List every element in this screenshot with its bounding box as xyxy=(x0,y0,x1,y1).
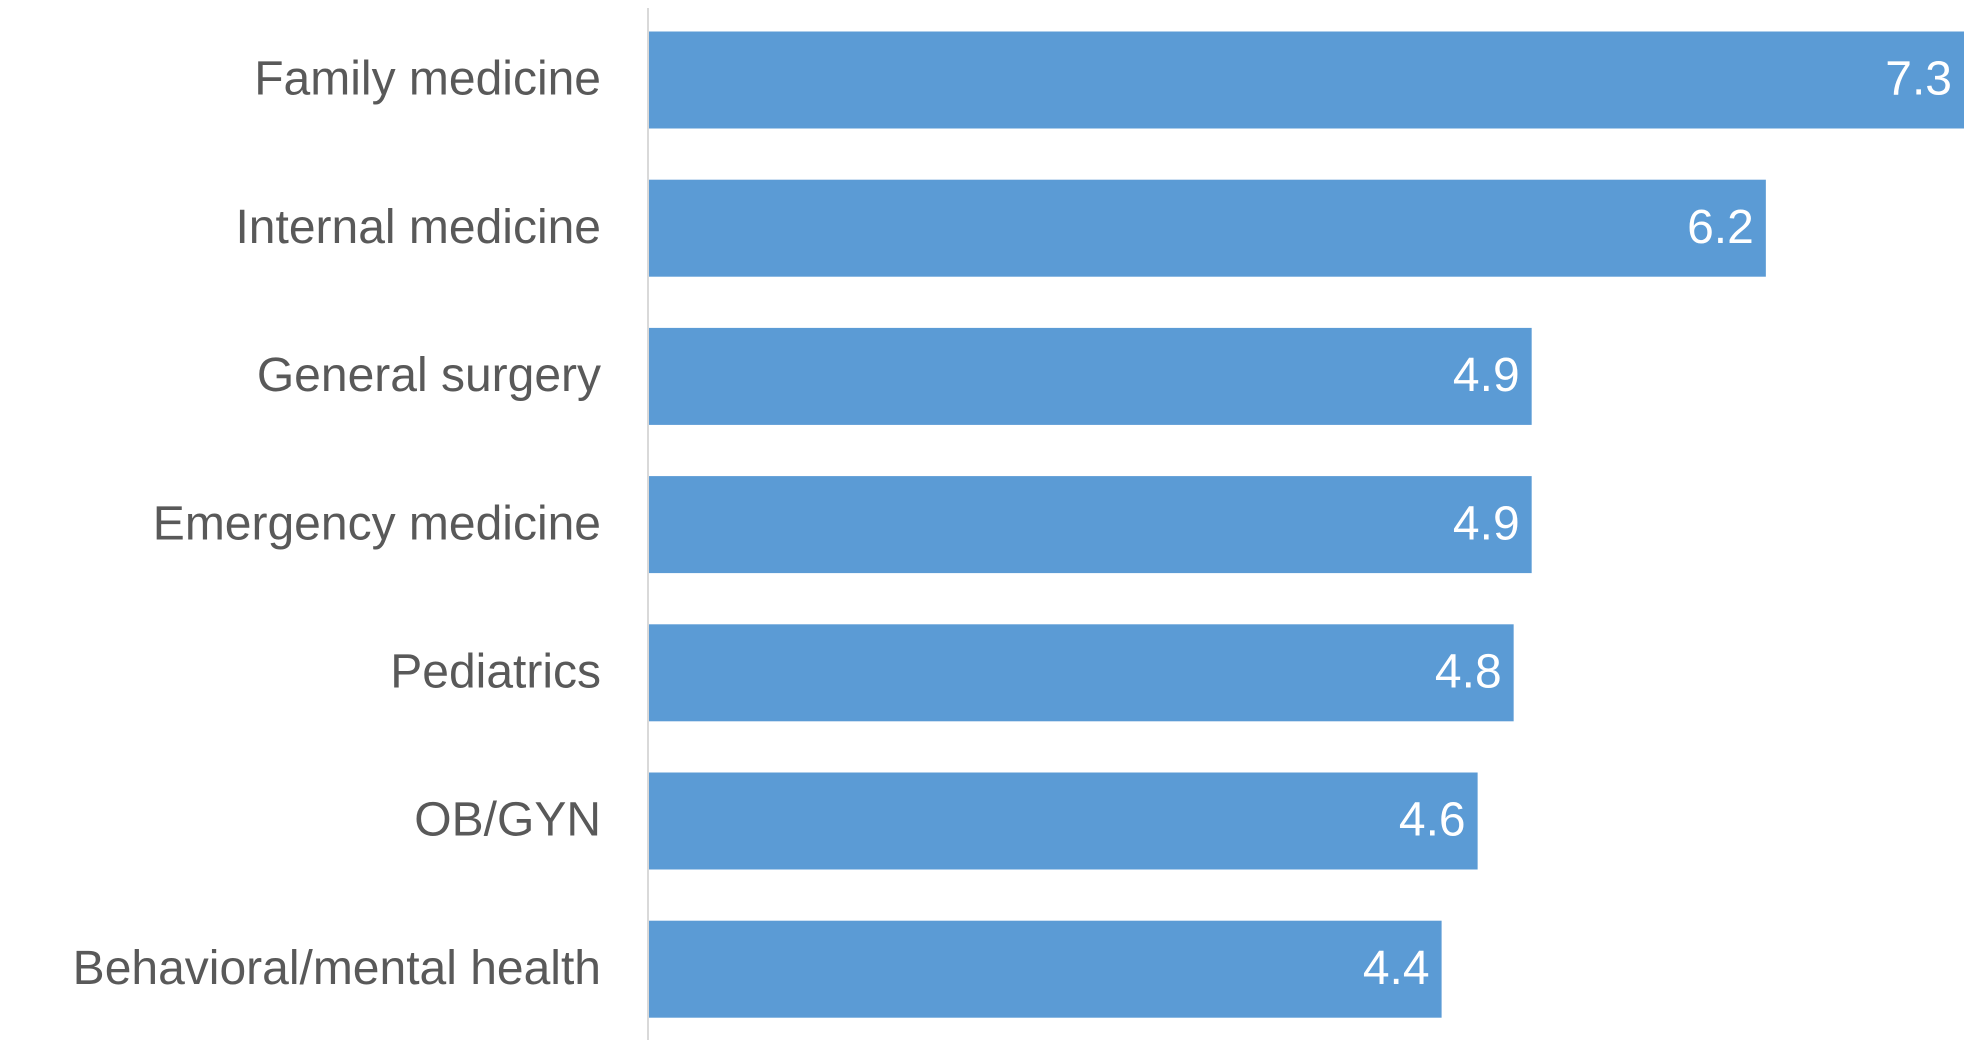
category-label: Internal medicine xyxy=(235,201,601,254)
value-label: 4.6 xyxy=(1399,794,1466,847)
value-label: 4.8 xyxy=(1435,645,1502,698)
category-label: Behavioral/mental health xyxy=(73,942,601,995)
bar xyxy=(649,476,1532,574)
bar xyxy=(649,772,1478,870)
bar xyxy=(649,624,1514,722)
category-label: Emergency medicine xyxy=(153,497,601,550)
category-label: Family medicine xyxy=(254,53,601,106)
category-label: Pediatrics xyxy=(390,645,601,698)
category-label: OB/GYN xyxy=(414,794,601,847)
value-label: 4.9 xyxy=(1453,349,1520,402)
value-label: 6.2 xyxy=(1687,201,1754,254)
bar xyxy=(649,327,1532,425)
bar xyxy=(649,920,1442,1018)
category-label: General surgery xyxy=(257,349,601,402)
bar xyxy=(649,31,1964,129)
value-label: 7.3 xyxy=(1885,53,1952,106)
value-label: 4.4 xyxy=(1363,942,1430,995)
value-label: 4.9 xyxy=(1453,497,1520,550)
bar xyxy=(649,179,1766,277)
